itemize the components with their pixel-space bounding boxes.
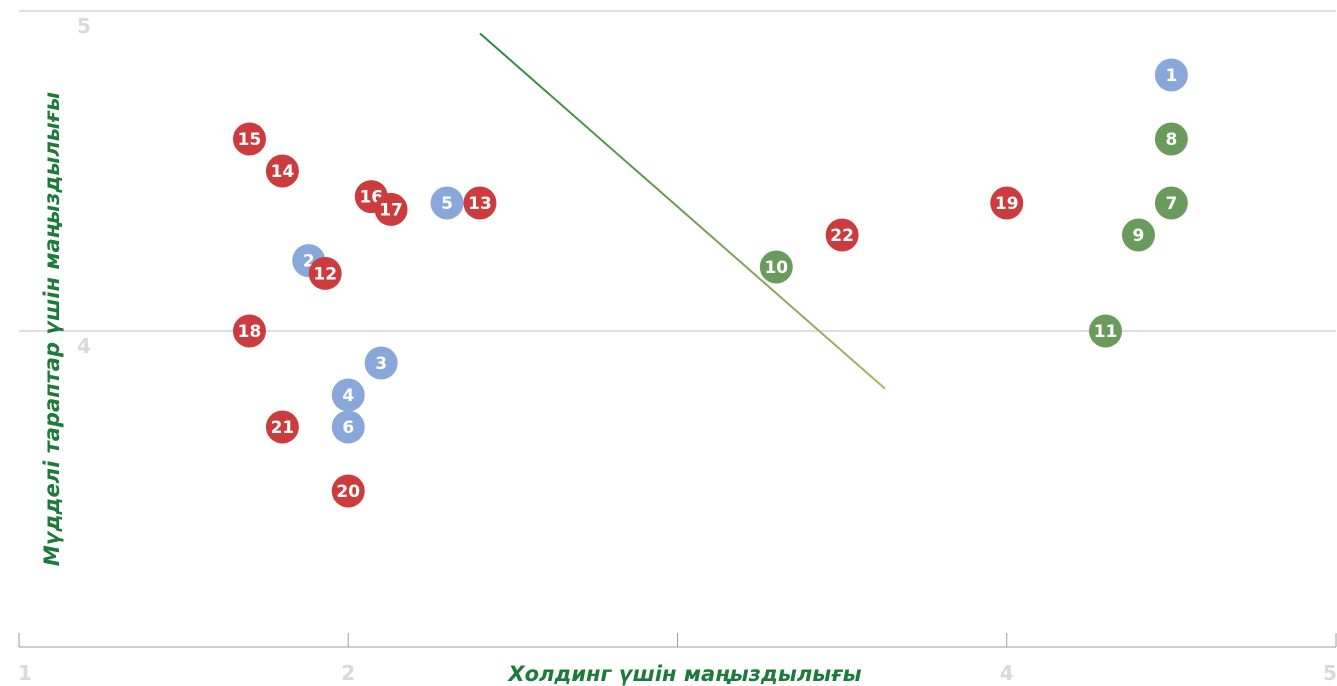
point-21: 21 [266,411,299,444]
point-8: 8 [1155,123,1188,156]
point-22: 22 [826,219,859,252]
point-12: 12 [309,257,342,290]
point-label-3: 3 [375,354,387,374]
point-13: 13 [463,187,496,220]
point-label-10: 10 [764,258,788,278]
point-label-18: 18 [238,322,262,342]
point-15: 15 [233,123,266,156]
point-label-12: 12 [313,264,337,284]
point-label-14: 14 [271,162,295,182]
point-3: 3 [365,347,398,380]
point-label-5: 5 [441,194,453,214]
point-17: 17 [375,193,408,226]
point-5: 5 [431,187,464,220]
point-18: 18 [233,315,266,348]
point-10: 10 [760,251,793,284]
y-axis-title: Мүдделі тараптар үшін маңыздылығы [40,92,64,566]
tick-labels: 1 2 4 554 [18,14,1337,685]
point-label-9: 9 [1133,226,1145,246]
point-label-17: 17 [379,200,403,220]
trend-line-group [480,33,885,388]
point-label-1: 1 [1165,66,1177,86]
point-1: 1 [1155,59,1188,92]
point-label-21: 21 [271,418,295,438]
point-label-19: 19 [995,194,1019,214]
x-axis-title: Холдинг үшін маңыздылығы [506,662,861,686]
point-label-11: 11 [1094,322,1118,342]
point-19: 19 [990,187,1023,220]
point-label-13: 13 [468,194,492,214]
point-label-4: 4 [342,386,354,406]
point-label-6: 6 [342,418,354,438]
x-tick-label-4: 4 [1000,661,1014,685]
point-label-22: 22 [830,226,854,246]
x-tick-label-5: 5 [1323,661,1337,685]
trend-line [480,33,885,388]
point-label-8: 8 [1165,130,1177,150]
point-11: 11 [1089,315,1122,348]
point-label-7: 7 [1165,194,1177,214]
grid-lines [19,11,1336,331]
point-4: 4 [332,379,365,412]
point-9: 9 [1122,219,1155,252]
x-axis [19,633,1336,647]
point-20: 20 [332,475,365,508]
point-6: 6 [332,411,365,444]
point-label-15: 15 [238,130,262,150]
point-7: 7 [1155,187,1188,220]
point-label-20: 20 [336,482,360,502]
point-14: 14 [266,155,299,188]
x-tick-label-1: 1 [18,661,32,685]
y-tick-label-4: 4 [77,334,91,358]
x-tick-label-2: 2 [341,661,355,685]
y-tick-label-5: 5 [77,14,91,38]
